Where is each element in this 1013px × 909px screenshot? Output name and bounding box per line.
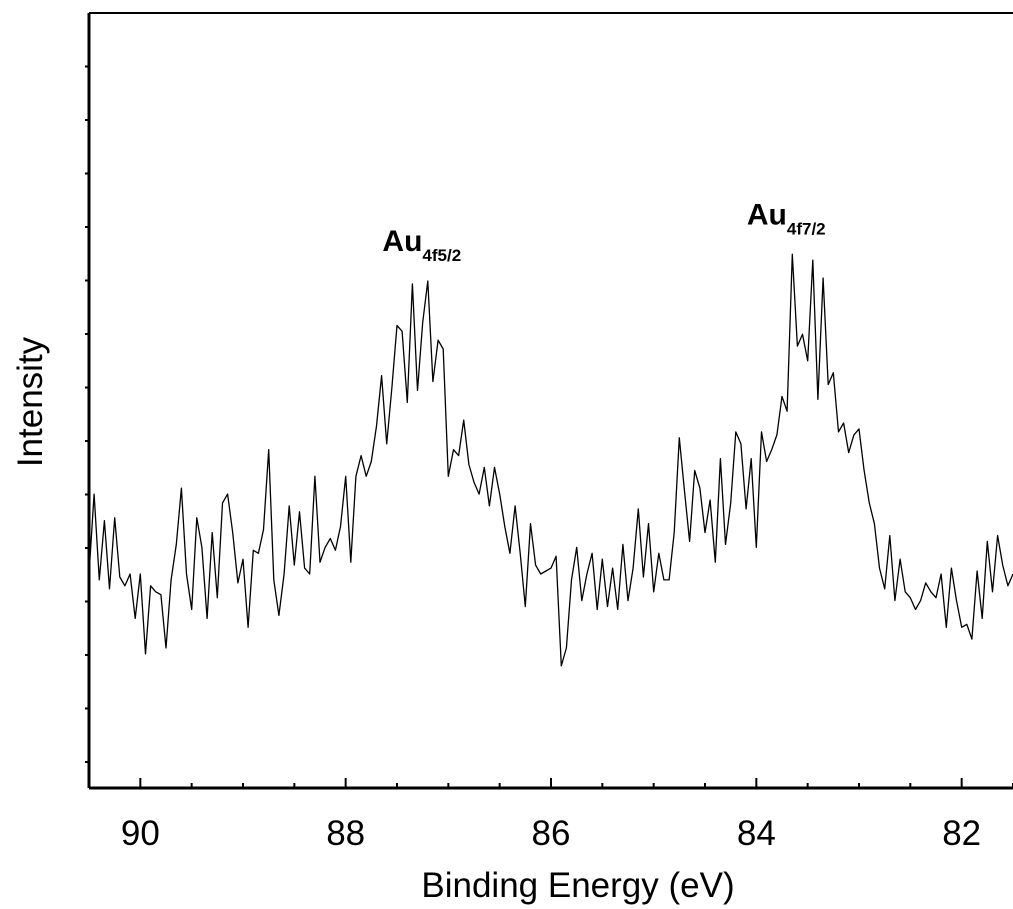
peak-annotation-subscript: 4f5/2 bbox=[422, 246, 461, 265]
x-tick-label: 82 bbox=[942, 814, 981, 853]
x-tick-label: 88 bbox=[326, 814, 365, 853]
x-ticks bbox=[88, 778, 1013, 788]
plot-frame bbox=[87, 12, 1013, 790]
x-axis-label: Binding Energy (eV) bbox=[421, 866, 734, 905]
x-tick-labels: 90 88 86 84 82 bbox=[121, 814, 981, 853]
peak-annotation: Au4f7/2 bbox=[747, 198, 826, 238]
peak-annotation-subscript: 4f7/2 bbox=[787, 219, 826, 238]
series-group bbox=[88, 253, 1013, 667]
peak-annotation-main: Au bbox=[382, 225, 422, 258]
y-axis-label: Intensity bbox=[11, 336, 50, 467]
peak-annotation-main: Au bbox=[747, 198, 787, 231]
x-tick-label: 86 bbox=[532, 814, 571, 853]
x-tick-label: 90 bbox=[121, 814, 160, 853]
y-ticks bbox=[85, 65, 89, 763]
spectrum-line bbox=[88, 253, 1013, 667]
peak-annotation: Au4f5/2 bbox=[382, 225, 461, 265]
x-tick-label: 84 bbox=[737, 814, 776, 853]
